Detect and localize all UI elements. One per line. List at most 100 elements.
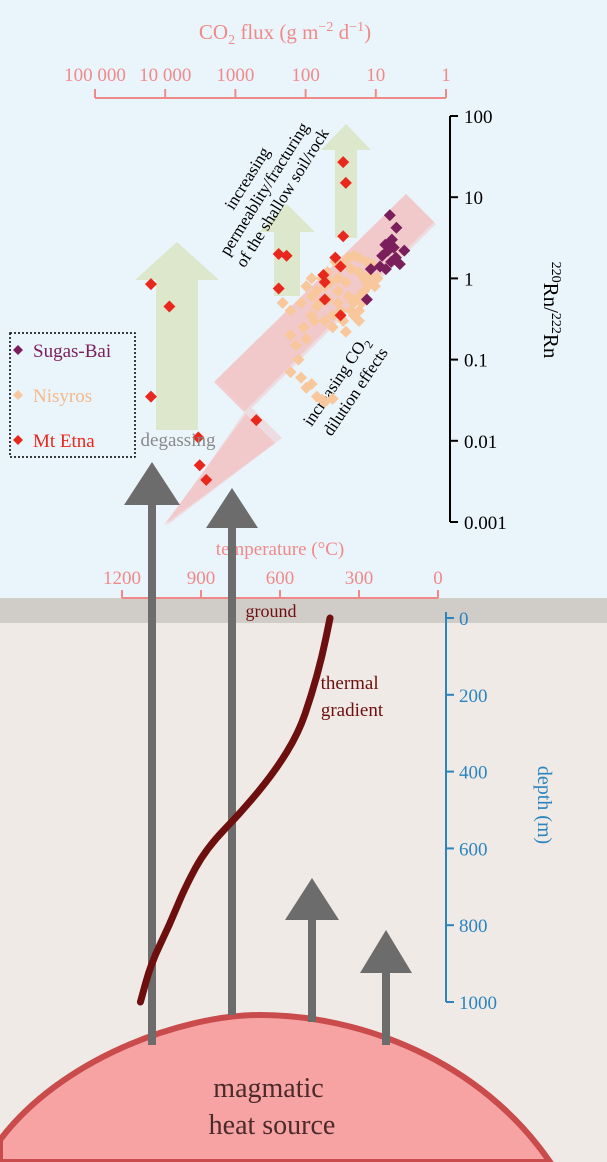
data-point-nisyros [292, 353, 305, 366]
depth-tick-label: 0 [459, 609, 469, 630]
data-point-mt-etna [337, 230, 350, 243]
data-point-nisyros [331, 284, 344, 297]
data-point-mt-etna [329, 251, 342, 264]
legend-marker [13, 345, 23, 355]
legend-label: Mt Etna [33, 431, 95, 452]
data-point-nisyros [331, 296, 344, 309]
co2-flux-tick-label: 10 [366, 65, 385, 86]
degassing-arrows [124, 462, 412, 1045]
data-point-nisyros [289, 339, 302, 352]
rn-ratio-tick-label: 0.1 [464, 351, 488, 372]
data-point-nisyros [284, 329, 297, 342]
data-point-nisyros [368, 280, 381, 293]
data-point-mt-etna [144, 278, 157, 291]
rn-ratio-tick-label: 10 [464, 188, 483, 209]
data-point-nisyros [297, 321, 310, 334]
ground-label: ground [246, 601, 297, 621]
data-point-nisyros [326, 321, 339, 334]
data-point-mt-etna [272, 282, 285, 295]
data-point-mt-etna [280, 249, 293, 262]
data-point-mt-etna [337, 156, 350, 169]
data-point-mt-etna [334, 309, 347, 322]
temperature-tick-label: 600 [266, 568, 295, 589]
temperature-axis: temperature (°C) 1200 900 600 300 0 [103, 539, 443, 599]
rn-ratio-axis-title: 220Rn/222Rn [539, 262, 563, 359]
data-point-nisyros [339, 325, 352, 338]
rn-ratio-tick-label: 0.01 [464, 432, 497, 453]
data-point-sugas-bai [390, 221, 403, 234]
depth-axis: 0 200 400 600 800 1000 depth (m) [445, 609, 555, 1014]
data-point-nisyros [305, 290, 318, 303]
data-point-mt-etna [193, 459, 206, 472]
data-point-mt-etna [192, 431, 205, 444]
permeability-arrow-left [135, 242, 219, 430]
degassing-arrow-1 [124, 462, 180, 1045]
data-point-sugas-bai [398, 244, 411, 257]
magma-label: magmatic heat source [209, 1073, 336, 1141]
co2-flux-tick-label: 100 000 [64, 65, 126, 86]
data-point-mt-etna [318, 276, 331, 289]
data-point-nisyros [300, 381, 313, 394]
degassing-label: degassing [141, 430, 216, 451]
temperature-tick-label: 0 [433, 568, 443, 589]
data-point-nisyros [305, 309, 318, 322]
degassing-arrow-3 [285, 878, 339, 1022]
co2-flux-tick-label: 1000 [216, 65, 254, 86]
thermal-gradient-label: thermal gradient [321, 673, 384, 721]
co2-flux-axis: CO2 flux (g m−2 d−1) 100 000 10 000 1000 10… [64, 20, 451, 99]
data-point-nisyros [353, 314, 365, 327]
data-point-sugas-bai [385, 255, 398, 268]
data-point-sugas-bai [364, 263, 377, 276]
data-point-nisyros [347, 249, 360, 262]
co2-flux-tick-label: 100 [291, 65, 320, 86]
data-point-nisyros [326, 309, 339, 322]
rn-ratio-tick-label: 0.001 [464, 513, 507, 534]
thermal-gradient-curve [136, 614, 334, 1006]
legend: Sugas-Bai Nisyros Mt Etna [9, 332, 136, 458]
data-point-nisyros [342, 290, 355, 303]
permeability-arrow-middle [259, 204, 315, 296]
data-point-nisyros [300, 332, 313, 345]
depth-tick-label: 200 [459, 686, 488, 707]
data-point-mt-etna [144, 390, 157, 403]
co2-flux-tick-label: 1 [441, 65, 451, 86]
data-point-mt-etna [318, 293, 331, 306]
data-point-sugas-bai [383, 209, 396, 222]
data-point-sugas-bai [393, 258, 406, 271]
co2-flux-tick-label: 10 000 [139, 65, 191, 86]
data-point-mt-etna [334, 260, 347, 273]
scatter-points [144, 156, 411, 486]
data-point-mt-etna [250, 414, 263, 427]
rn-ratio-tick-label: 1 [464, 269, 474, 290]
data-point-mt-etna [339, 176, 352, 189]
degassing-arrow-2 [206, 488, 258, 1015]
data-point-mt-etna [272, 247, 285, 260]
rn-ratio-axis: 100 10 1 0.1 0.01 0.001 220Rn/222Rn [449, 107, 563, 534]
data-point-nisyros [300, 280, 313, 293]
data-point-sugas-bai [379, 263, 392, 276]
data-point-nisyros [284, 366, 297, 379]
temperature-axis-title: temperature (°C) [216, 539, 344, 560]
data-point-nisyros [305, 272, 318, 285]
depth-tick-label: 800 [459, 916, 488, 937]
legend-marker [13, 390, 23, 400]
co2-flux-axis-title: CO2 flux (g m−2 d−1) [199, 20, 371, 48]
data-point-sugas-bai [376, 249, 389, 262]
data-point-nisyros [276, 296, 289, 309]
legend-box [9, 332, 136, 458]
depth-tick-label: 400 [459, 763, 488, 784]
depth-tick-label: 1000 [459, 993, 497, 1014]
ground-band [0, 598, 607, 623]
data-point-nisyros [318, 314, 331, 327]
temperature-tick-label: 300 [345, 568, 374, 589]
data-point-mt-etna [200, 473, 213, 486]
depth-axis-title: depth (m) [533, 766, 555, 844]
legend-label: Sugas-Bai [33, 341, 111, 362]
data-point-nisyros [326, 392, 339, 405]
data-point-nisyros [295, 371, 308, 384]
rn-ratio-tick-label: 100 [464, 107, 493, 128]
data-point-nisyros [284, 304, 297, 317]
data-point-sugas-bai [360, 293, 373, 306]
